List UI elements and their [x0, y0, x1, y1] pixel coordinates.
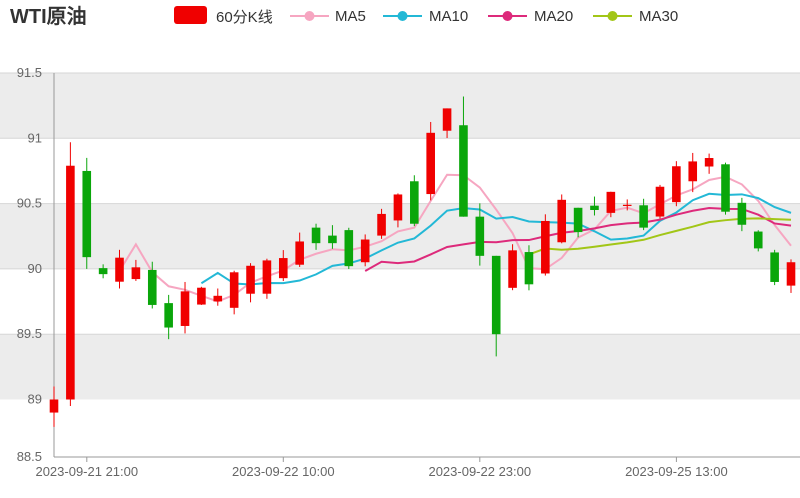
- svg-text:2023-09-21 21:00: 2023-09-21 21:00: [35, 464, 138, 479]
- svg-text:90.5: 90.5: [17, 196, 42, 211]
- svg-text:89: 89: [28, 392, 42, 407]
- svg-text:MA5: MA5: [335, 8, 366, 25]
- svg-text:91.5: 91.5: [17, 65, 42, 80]
- svg-text:2023-09-22 10:00: 2023-09-22 10:00: [232, 464, 335, 479]
- svg-text:88.5: 88.5: [17, 449, 42, 464]
- svg-text:2023-09-25 13:00: 2023-09-25 13:00: [625, 464, 728, 479]
- svg-text:MA20: MA20: [534, 8, 573, 25]
- svg-text:MA30: MA30: [639, 8, 678, 25]
- svg-text:89.5: 89.5: [17, 326, 42, 341]
- svg-text:91: 91: [28, 130, 42, 145]
- svg-text:90: 90: [28, 261, 42, 276]
- svg-text:WTI原油: WTI原油: [10, 4, 87, 28]
- svg-text:MA10: MA10: [429, 8, 468, 25]
- svg-text:60分K线: 60分K线: [216, 9, 273, 26]
- svg-text:2023-09-22 23:00: 2023-09-22 23:00: [428, 464, 531, 479]
